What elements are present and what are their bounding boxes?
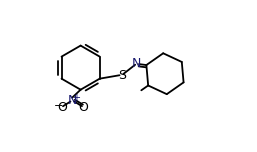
Text: O: O: [57, 101, 67, 114]
Text: N: N: [68, 94, 77, 107]
Text: O: O: [79, 101, 89, 114]
Text: −: −: [53, 101, 63, 111]
Text: +: +: [72, 93, 80, 103]
Text: S: S: [118, 69, 126, 82]
Text: N: N: [132, 57, 142, 70]
